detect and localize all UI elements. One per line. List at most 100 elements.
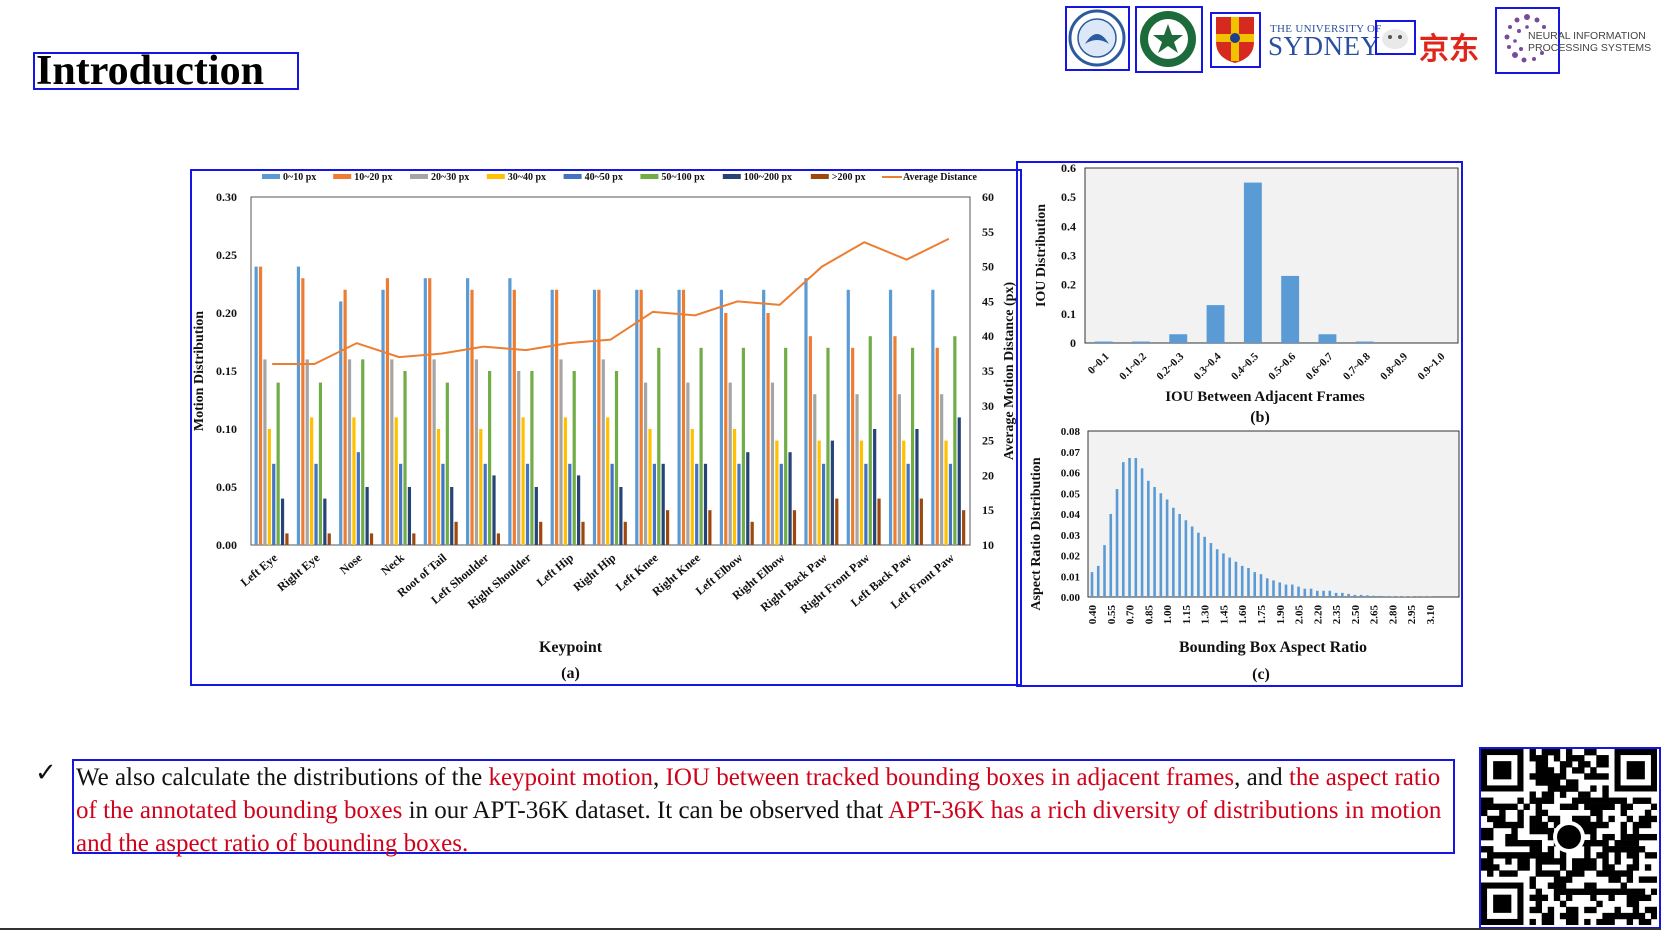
qr-module	[1602, 840, 1609, 847]
qr-module	[1620, 827, 1627, 835]
chart-a-bar	[365, 487, 369, 545]
qr-module	[1650, 912, 1658, 920]
qr-module	[1541, 918, 1549, 926]
bullet-highlight-aspect: the aspect ratio of the annotated boundi…	[76, 764, 1441, 824]
qr-module	[1553, 815, 1561, 823]
qr-module	[1650, 833, 1658, 841]
chart-a-bar	[661, 463, 665, 545]
chart-b-plot-area	[1084, 167, 1459, 344]
qr-module	[1565, 894, 1573, 902]
chart-a-bar	[686, 382, 690, 545]
qr-module	[1578, 797, 1585, 804]
chart-a-xtick-label: Right Hip	[570, 550, 618, 594]
qr-module	[1553, 870, 1561, 877]
qr-module	[1499, 870, 1506, 877]
qr-module	[1596, 761, 1603, 768]
neurips-line-1: NEURAL INFORMATION	[1528, 30, 1646, 42]
qr-module	[1559, 876, 1567, 883]
qr-module	[1644, 821, 1652, 829]
qr-module	[1505, 870, 1512, 877]
qr-module	[1626, 894, 1634, 902]
qr-module	[1608, 846, 1615, 853]
qr-module	[1553, 779, 1561, 786]
qr-module	[1547, 773, 1555, 780]
chart-a-bar	[732, 429, 737, 545]
qr-module	[1626, 803, 1634, 810]
chart-a-bar	[339, 301, 343, 545]
chart-c-bar	[1234, 561, 1238, 597]
chart-a-legend-label: >200 px	[832, 172, 866, 183]
qr-module	[1572, 803, 1579, 810]
chart-a-legend-label: 100~200 px	[744, 172, 792, 183]
chart-a-bar	[703, 463, 708, 545]
chart-a-bar	[539, 521, 543, 545]
qr-module	[1529, 749, 1536, 756]
qr-module	[1614, 846, 1621, 853]
qr-module	[1529, 852, 1536, 859]
chart-a-bar	[323, 498, 327, 545]
chart-a-bar	[534, 487, 538, 545]
chart-a-bar	[695, 463, 699, 545]
qr-code[interactable]	[1479, 747, 1661, 929]
qr-module	[1535, 779, 1542, 786]
chart-c-bar	[1103, 545, 1106, 597]
chart-a-bar	[369, 533, 374, 545]
qr-module	[1572, 906, 1579, 914]
qr-module	[1608, 833, 1615, 841]
chart-b-xtick-label: 0.7~0.8	[1341, 350, 1373, 382]
chart-a-bar	[310, 417, 314, 545]
university-logo-2	[1135, 6, 1203, 73]
qr-module	[1608, 864, 1615, 871]
qr-module	[1584, 827, 1591, 835]
qr-module	[1535, 894, 1542, 902]
qr-module	[1547, 882, 1555, 889]
qr-module	[1541, 821, 1549, 829]
chart-a-bar	[276, 382, 280, 545]
chart-c-ytick-label: 0.03	[1061, 530, 1081, 542]
chart-a-bar	[699, 347, 703, 545]
qr-module	[1529, 773, 1536, 780]
chart-b-xtick-label: 0.5~0.6	[1266, 350, 1298, 382]
qr-module	[1511, 852, 1518, 859]
chart-c-bar	[1115, 489, 1119, 597]
chart-a-bar	[855, 394, 859, 545]
chart-c-ytick-label: 0.05	[1061, 488, 1081, 500]
qr-module	[1553, 785, 1561, 792]
chart-c-bar	[1121, 462, 1125, 597]
qr-module	[1493, 803, 1500, 810]
chart-c-bar	[1247, 567, 1250, 597]
chart-a-bar	[639, 289, 643, 545]
chart-a-bar	[343, 289, 347, 545]
chart-c-bar	[1278, 582, 1282, 597]
qr-module	[1541, 767, 1549, 774]
chart-c-bar	[1134, 457, 1138, 597]
chart-c-bar	[1316, 590, 1319, 597]
qr-module	[1650, 815, 1658, 823]
qr-module	[1487, 797, 1494, 804]
qr-module	[1559, 773, 1567, 780]
chart-a-bar	[614, 371, 619, 545]
qr-module	[1535, 821, 1542, 829]
chart-a-bar	[935, 347, 939, 545]
bullet-seg-1: We also calculate the distributions of t…	[76, 764, 489, 791]
qr-module	[1620, 870, 1627, 877]
chart-a-bar	[272, 463, 276, 545]
qr-module	[1547, 779, 1555, 786]
qr-module	[1620, 833, 1627, 841]
qr-module	[1553, 894, 1561, 902]
chart-a-bar	[737, 463, 741, 545]
chart-b-xtick-label: 0.6~0.7	[1304, 350, 1336, 382]
chart-c-xtick-label: 1.30	[1200, 605, 1212, 625]
qr-module	[1578, 888, 1585, 895]
chart-a-y2tick-label: 30	[982, 399, 994, 413]
qr-module	[1505, 858, 1512, 865]
qr-module	[1602, 870, 1609, 877]
qr-module	[1529, 815, 1536, 823]
chart-a-bar	[559, 359, 563, 545]
qr-module	[1535, 803, 1542, 810]
qr-module	[1547, 852, 1555, 859]
qr-finder	[1493, 761, 1512, 780]
chart-a-bar	[390, 359, 394, 545]
chart-a-y2tick-label: 25	[982, 434, 994, 448]
qr-module	[1602, 803, 1609, 810]
